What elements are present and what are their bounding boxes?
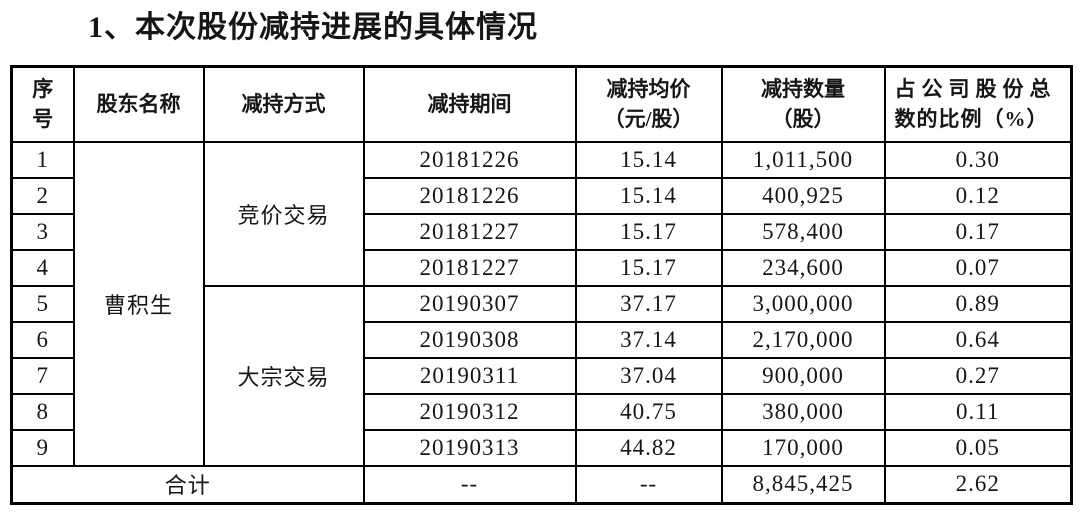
table-row: 9 20190313 44.82 170,000 0.05 — [10, 428, 1073, 467]
cell-quantity: 380,000 — [720, 392, 886, 431]
cell-period: 20190307 — [362, 284, 577, 323]
cell-period: 20181226 — [362, 140, 577, 179]
col-header-period: 减持期间 — [362, 65, 577, 143]
col-header-ratio: 占公司股份总 数的比例（%） — [883, 65, 1073, 143]
cell-avg-price: 15.17 — [574, 212, 723, 251]
cell-period: 20181226 — [362, 176, 577, 215]
cell-ratio: 0.89 — [883, 284, 1073, 323]
table-row: 2 20181226 15.14 400,925 0.12 — [10, 176, 1073, 215]
cell-ratio: 0.11 — [883, 392, 1073, 431]
section-title: 1、本次股份减持进展的具体情况 — [88, 11, 538, 44]
cell-total-period: -- — [362, 464, 577, 505]
cell-total-avg-price: -- — [574, 464, 723, 505]
col-header-seq: 序 号 — [10, 65, 75, 143]
cell-seq: 9 — [10, 428, 75, 467]
cell-method-auction: 竞价交易 — [202, 140, 365, 287]
col-header-shareholder: 股东名称 — [72, 65, 205, 143]
table-row: 4 20181227 15.17 234,600 0.07 — [10, 248, 1073, 287]
cell-quantity: 900,000 — [720, 356, 886, 395]
table-row: 3 20181227 15.17 578,400 0.17 — [10, 212, 1073, 251]
cell-quantity: 3,000,000 — [720, 284, 886, 323]
table-row: 1 曹积生 竞价交易 20181226 15.14 1,011,500 0.30 — [10, 140, 1073, 467]
cell-ratio: 0.64 — [883, 320, 1073, 359]
cell-total-ratio: 2.62 — [883, 464, 1073, 505]
cell-seq: 6 — [10, 320, 75, 359]
cell-avg-price: 37.14 — [574, 320, 723, 359]
cell-avg-price: 15.17 — [574, 248, 723, 287]
cell-period: 20190313 — [362, 428, 577, 467]
cell-avg-price: 15.14 — [574, 176, 723, 215]
col-header-method: 减持方式 — [202, 65, 365, 143]
cell-quantity: 170,000 — [720, 428, 886, 467]
cell-period: 20190308 — [362, 320, 577, 359]
cell-ratio: 0.05 — [883, 428, 1073, 467]
col-header-avg-price: 减持均价 （元/股） — [574, 65, 723, 143]
cell-period: 20181227 — [362, 212, 577, 251]
cell-quantity: 578,400 — [720, 212, 886, 251]
cell-avg-price: 44.82 — [574, 428, 723, 467]
col-header-quantity: 减持数量 （股） — [720, 65, 886, 143]
header-row: 序 号 股东名称 减持方式 减持期间 减持均价 （元/股） 减持数量 （股） 占… — [10, 65, 1073, 143]
col-header-ratio-line1: 占公司股份总 — [894, 76, 1057, 101]
cell-period: 20190311 — [362, 356, 577, 395]
cell-period: 20190312 — [362, 392, 577, 431]
table-row: 8 20190312 40.75 380,000 0.11 — [10, 392, 1073, 431]
total-row: 合计 -- -- 8,845,425 2.62 — [10, 464, 1073, 505]
cell-seq: 7 — [10, 356, 75, 395]
cell-seq: 8 — [10, 392, 75, 431]
table-row: 5 大宗交易 20190307 37.17 3,000,000 0.89 — [10, 284, 1073, 467]
col-header-ratio-line2: 数的比例（%） — [894, 107, 1049, 132]
cell-total-quantity: 8,845,425 — [720, 464, 886, 505]
cell-period: 20181227 — [362, 248, 577, 287]
cell-ratio: 0.27 — [883, 356, 1073, 395]
cell-method-block: 大宗交易 — [202, 284, 365, 467]
cell-ratio: 0.17 — [883, 212, 1073, 251]
cell-avg-price: 15.14 — [574, 140, 723, 179]
cell-seq: 4 — [10, 248, 75, 287]
cell-shareholder-name: 曹积生 — [72, 140, 205, 467]
cell-avg-price: 40.75 — [574, 392, 723, 431]
cell-seq: 2 — [10, 176, 75, 215]
table-row: 6 20190308 37.14 2,170,000 0.64 — [10, 320, 1073, 359]
cell-quantity: 2,170,000 — [720, 320, 886, 359]
cell-quantity: 1,011,500 — [720, 140, 886, 179]
cell-ratio: 0.07 — [883, 248, 1073, 287]
cell-quantity: 234,600 — [720, 248, 886, 287]
cell-avg-price: 37.04 — [574, 356, 723, 395]
cell-seq: 3 — [10, 212, 75, 251]
cell-seq: 1 — [10, 140, 75, 179]
cell-ratio: 0.30 — [883, 140, 1073, 179]
cell-ratio: 0.12 — [883, 176, 1073, 215]
cell-avg-price: 37.17 — [574, 284, 723, 323]
share-reduction-table: 序 号 股东名称 减持方式 减持期间 减持均价 （元/股） 减持数量 （股） 占… — [10, 65, 1073, 505]
cell-total-label: 合计 — [10, 464, 365, 505]
table-row: 7 20190311 37.04 900,000 0.27 — [10, 356, 1073, 395]
cell-seq: 5 — [10, 284, 75, 323]
cell-quantity: 400,925 — [720, 176, 886, 215]
